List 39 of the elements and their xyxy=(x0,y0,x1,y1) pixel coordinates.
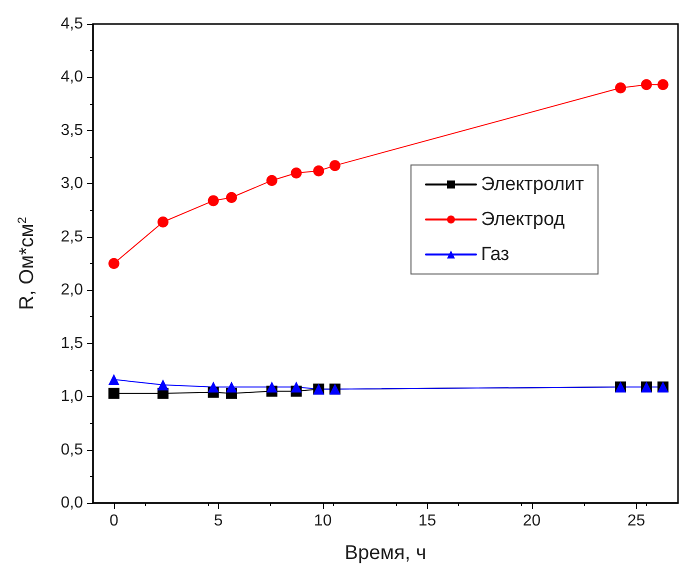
point xyxy=(108,258,120,269)
legend-label: Электролит xyxy=(480,174,584,195)
point xyxy=(640,79,652,90)
point xyxy=(313,165,324,176)
x-tick-label: 0 xyxy=(109,512,118,530)
point xyxy=(158,216,168,228)
y-tick-label: 3,0 xyxy=(60,175,84,192)
point xyxy=(290,168,302,179)
point xyxy=(266,174,278,186)
y-tick-label: 0,0 xyxy=(60,494,84,512)
x-tick-label: 20 xyxy=(522,512,541,530)
point xyxy=(108,374,120,386)
x-axis-title: Время, ч xyxy=(344,542,426,564)
x-tick-label: 15 xyxy=(418,512,436,530)
point xyxy=(329,160,340,172)
x-tick-label: 5 xyxy=(214,512,223,530)
y-axis-title: R, Ом*см2 xyxy=(15,216,38,310)
point xyxy=(208,195,219,206)
legend-label: Газ xyxy=(480,244,510,265)
y-tick-label: 4,5 xyxy=(60,16,84,32)
x-tick-label: 10 xyxy=(314,512,332,530)
x-tick-label: 25 xyxy=(627,512,646,530)
point xyxy=(290,381,302,392)
point xyxy=(108,388,120,399)
y-tick-label: 4,0 xyxy=(60,68,84,86)
point xyxy=(266,381,278,392)
point xyxy=(226,192,238,203)
point xyxy=(226,381,238,392)
point xyxy=(157,379,168,390)
y-tick-label: 2,0 xyxy=(60,282,84,299)
y-tick-label: 3,5 xyxy=(60,122,84,139)
point xyxy=(615,82,626,94)
y-tick-label: 1,0 xyxy=(60,388,84,406)
y-tick-label: 1,5 xyxy=(60,334,84,352)
legend-label: Электрод xyxy=(480,209,565,230)
y-tick-label: 0,5 xyxy=(60,441,84,458)
y-tick-label: 2,5 xyxy=(60,228,84,246)
point xyxy=(208,381,219,392)
point xyxy=(657,79,668,90)
